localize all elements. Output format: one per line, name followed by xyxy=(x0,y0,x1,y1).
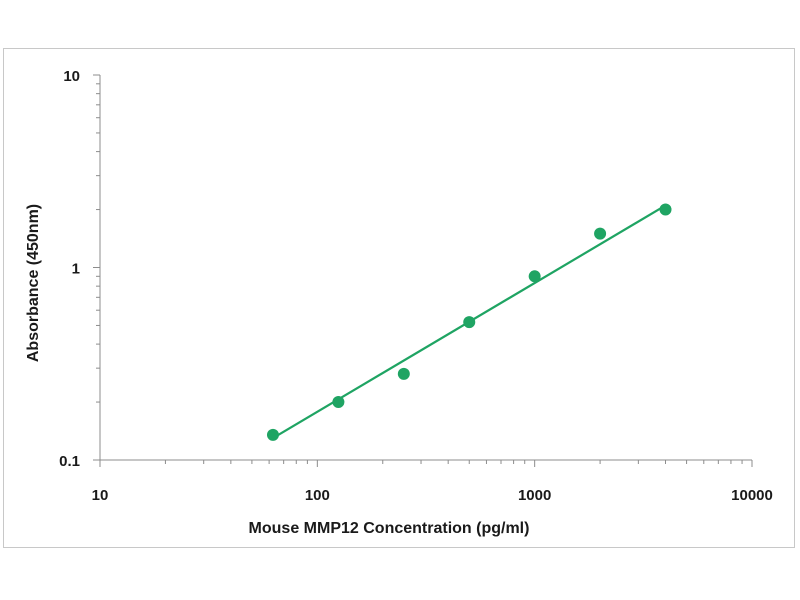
x-axis-title: Mouse MMP12 Concentration (pg/ml) xyxy=(249,520,530,537)
chart-frame xyxy=(3,48,795,548)
data-point xyxy=(266,428,279,441)
y-tick-label: 10 xyxy=(63,68,80,85)
tick-labels: 10 100 1000 10000 0.1 1 10 xyxy=(59,68,773,504)
ticks xyxy=(93,74,753,467)
x-tick-label: 100 xyxy=(305,487,330,504)
axes xyxy=(99,75,752,461)
x-tick-label: 10000 xyxy=(731,487,773,504)
data-point xyxy=(463,316,476,329)
data-point xyxy=(528,270,541,283)
y-axis-title: Absorbance (450nm) xyxy=(25,204,42,362)
y-tick-label: 1 xyxy=(72,261,80,278)
data-point xyxy=(332,396,345,409)
data-points xyxy=(266,203,672,441)
data-point xyxy=(659,203,672,216)
x-tick-label: 10 xyxy=(92,487,109,504)
x-tick-label: 1000 xyxy=(518,487,551,504)
data-point xyxy=(397,367,410,380)
data-point xyxy=(594,227,607,240)
y-tick-label: 0.1 xyxy=(59,453,80,470)
